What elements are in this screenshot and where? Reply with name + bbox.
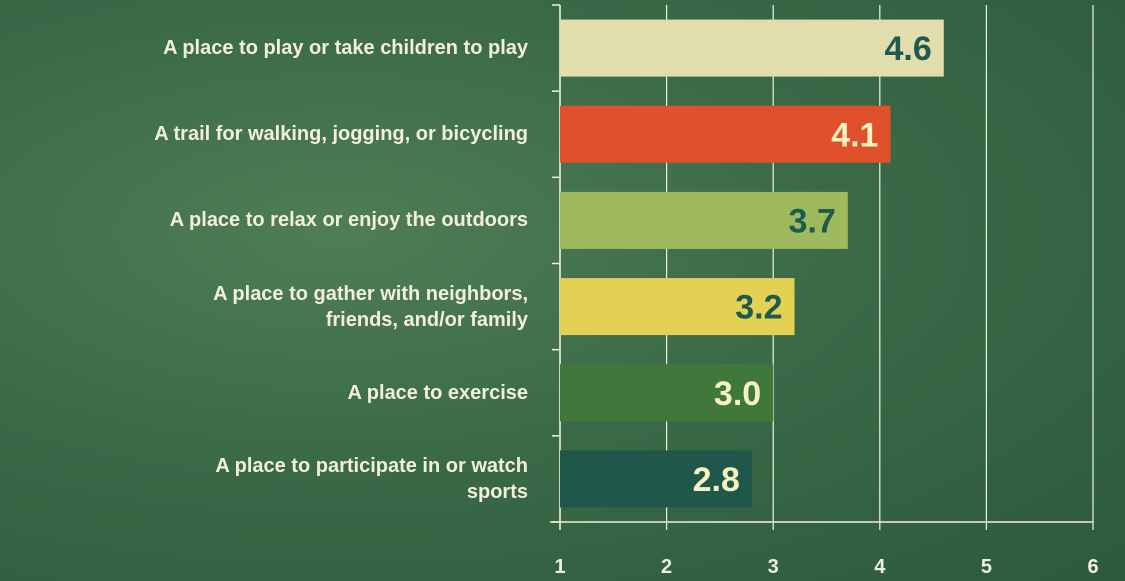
value-label: 4.1 bbox=[831, 116, 878, 154]
value-label: 2.8 bbox=[693, 461, 740, 499]
value-label: 3.0 bbox=[714, 375, 761, 413]
y-tick-label: A trail for walking, jogging, or bicycli… bbox=[8, 121, 528, 147]
y-tick-label: A place to participate in or watch sport… bbox=[8, 453, 528, 505]
y-tick-label: A place to gather with neighbors, friend… bbox=[8, 281, 528, 333]
value-label: 3.2 bbox=[735, 289, 782, 327]
value-label: 4.6 bbox=[884, 30, 931, 68]
y-tick-label: A place to relax or enjoy the outdoors bbox=[8, 207, 528, 233]
x-tick-label: 1 bbox=[554, 556, 565, 578]
x-tick-label: 4 bbox=[874, 556, 886, 578]
x-tick-label: 3 bbox=[768, 556, 779, 578]
chart: 1 2 3 4 5 6 4.6 4.1 3.7 3.2 3.0 2.8 A place to play… bbox=[0, 0, 1125, 581]
x-tick-label: 5 bbox=[981, 556, 992, 578]
value-label: 3.7 bbox=[789, 202, 836, 240]
x-tick-label: 2 bbox=[661, 556, 672, 578]
x-tick-label: 6 bbox=[1087, 556, 1098, 578]
y-tick-label: A place to exercise bbox=[8, 380, 528, 406]
y-tick-label: A place to play or take children to play bbox=[8, 35, 528, 61]
